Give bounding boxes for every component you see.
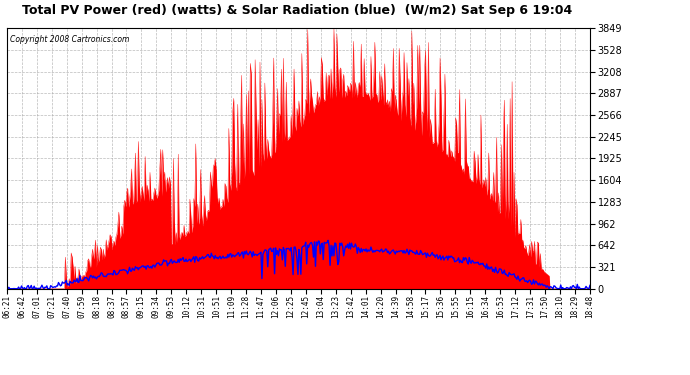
Text: Copyright 2008 Cartronics.com: Copyright 2008 Cartronics.com xyxy=(10,34,129,44)
Text: Total PV Power (red) (watts) & Solar Radiation (blue)  (W/m2) Sat Sep 6 19:04: Total PV Power (red) (watts) & Solar Rad… xyxy=(21,4,572,17)
